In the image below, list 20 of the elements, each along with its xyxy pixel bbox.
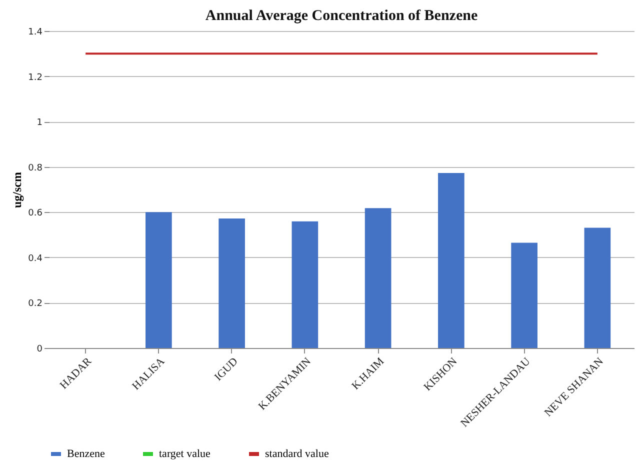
y-tick-label: 0.2: [28, 299, 42, 310]
y-tick-label: 1.4: [28, 28, 43, 38]
y-tick-label: 0: [36, 344, 43, 354]
bar: [511, 242, 538, 348]
y-tick-label: 1.2: [28, 72, 42, 83]
legend-label: standard value: [265, 448, 329, 460]
y-tick-label: 0.6: [28, 208, 43, 219]
legend-label: Benzene: [67, 448, 105, 460]
bar: [292, 221, 318, 348]
y-tick-label: 0.4: [28, 254, 43, 264]
y-tick-label: 1: [36, 118, 42, 128]
y-axis-title: ug/scm: [10, 172, 24, 208]
legend-label: target value: [159, 448, 211, 460]
y-tick-label: 0.8: [28, 163, 43, 174]
bar: [146, 212, 172, 348]
chart-title: Annual Average Concentration of Benzene: [205, 8, 478, 24]
bar: [584, 228, 611, 348]
bar: [218, 218, 245, 348]
bar: [364, 208, 392, 348]
bar: [438, 172, 464, 348]
